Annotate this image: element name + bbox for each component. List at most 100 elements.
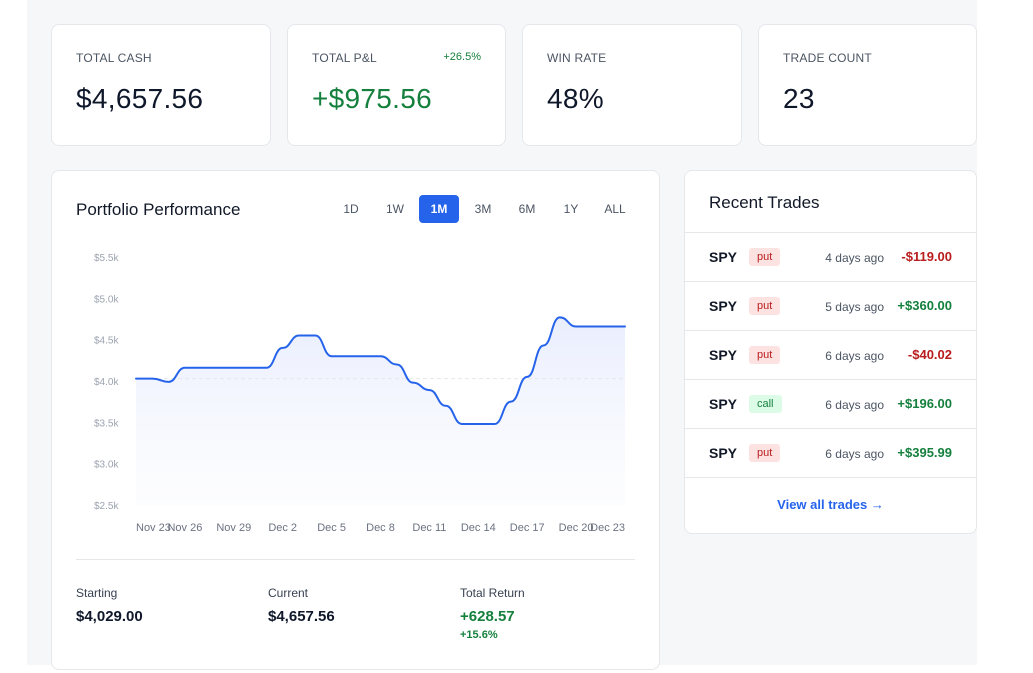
x-tick-label: Nov 26 [167, 522, 202, 534]
x-tick-label: Dec 14 [461, 522, 496, 534]
chart-point [379, 354, 383, 358]
chart-point [346, 354, 350, 358]
trade-amount: +$360.00 [897, 298, 952, 313]
chart-point [150, 377, 154, 381]
portfolio-chart: $5.5k $5.0k $4.5k $4.0k $3.5k $3.0k $2.5k Nov … [94, 253, 627, 534]
trade-row[interactable]: SPY put 4 days ago -$119.00 [685, 233, 976, 282]
x-tick-label: Dec 8 [366, 522, 395, 534]
trade-row[interactable]: SPY put 5 days ago +$360.00 [685, 282, 976, 331]
stat-value: 23 [783, 83, 815, 114]
recent-trades-title: Recent Trades [709, 193, 820, 212]
y-tick-label: $5.0k [94, 294, 119, 305]
chart-point [134, 377, 138, 381]
chart-point [232, 366, 236, 370]
stat-card-trade-count: TRADE COUNT 23 [758, 24, 977, 146]
chart-point [183, 366, 187, 370]
trade-amount: +$395.99 [897, 445, 952, 460]
chart-series-line [135, 316, 626, 425]
x-tick-label: Nov 23 [136, 522, 171, 534]
trade-amount: +$196.00 [897, 396, 952, 411]
trade-time: 6 days ago [825, 349, 884, 363]
range-tab-1y[interactable]: 1Y [563, 202, 579, 216]
chart-point [264, 366, 268, 370]
stat-card-win-rate: WIN RATE 48% [522, 24, 742, 146]
trades-list: SPY put 4 days ago -$119.00 SPY put 5 da… [685, 232, 976, 478]
starting-label: Starting [76, 586, 118, 600]
chart-point [313, 334, 317, 338]
chart-point [623, 324, 627, 328]
chart-point [362, 354, 366, 358]
trade-symbol: SPY [709, 298, 738, 314]
x-tick-label: Dec 2 [268, 522, 297, 534]
chart-point [558, 315, 562, 319]
y-axis: $5.5k $5.0k $4.5k $4.0k $3.5k $3.0k $2.5k [94, 253, 119, 512]
trade-row[interactable]: SPY call 6 days ago +$196.00 [685, 380, 976, 429]
chart-point [395, 362, 399, 366]
chart-point [248, 366, 252, 370]
trade-amount: -$40.02 [907, 347, 952, 362]
chart-point [574, 324, 578, 328]
trade-amount: -$119.00 [901, 249, 952, 264]
x-tick-label: Nov 29 [216, 522, 251, 534]
range-tab-1d[interactable]: 1D [343, 202, 359, 216]
current-label: Current [268, 586, 309, 600]
total-return-value: +628.57 [460, 608, 515, 625]
x-tick-label: Dec 17 [510, 522, 545, 534]
stat-value: 48% [547, 83, 604, 114]
trade-symbol: SPY [709, 396, 738, 412]
chart-point [525, 375, 529, 379]
x-tick-label: Dec 20 [559, 522, 594, 534]
chart-point [281, 346, 285, 350]
range-tabs: 1D 1W 1M 3M 6M 1Y ALL [331, 195, 635, 223]
stat-label: WIN RATE [547, 51, 607, 65]
stat-label: TRADE COUNT [783, 51, 872, 65]
x-tick-label: Dec 5 [317, 522, 346, 534]
trade-row[interactable]: SPY put 6 days ago +$395.99 [685, 429, 976, 478]
chart-point [297, 334, 301, 338]
stat-value: $4,657.56 [76, 83, 204, 114]
performance-title: Portfolio Performance [76, 200, 241, 219]
range-tab-1m[interactable]: 1M [419, 195, 459, 223]
chart-point [330, 354, 334, 358]
y-tick-label: $4.5k [94, 336, 119, 347]
chart-area-fill [136, 317, 625, 505]
range-tab-all[interactable]: ALL [604, 202, 626, 216]
y-tick-label: $5.5k [94, 253, 119, 264]
stat-value: +$975.56 [312, 83, 432, 114]
trade-time: 4 days ago [825, 251, 884, 265]
x-tick-label: Dec 23 [590, 522, 625, 534]
current-value: $4,657.56 [268, 608, 335, 625]
chart-point [427, 388, 431, 392]
chart-point [509, 400, 513, 404]
range-tab-1w[interactable]: 1W [386, 202, 404, 216]
chart-point [590, 324, 594, 328]
recent-trades-card: Recent Trades SPY put 4 days ago -$119.0… [684, 170, 977, 534]
trade-symbol: SPY [709, 347, 738, 363]
chart-point [607, 324, 611, 328]
trade-type-badge: put [749, 248, 781, 266]
stat-label: TOTAL CASH [76, 51, 152, 65]
chart-point [493, 422, 497, 426]
chart-point [542, 343, 546, 347]
pnl-percent-badge: +26.5% [443, 51, 481, 63]
chart-point [476, 422, 480, 426]
starting-value: $4,029.00 [76, 608, 143, 625]
y-tick-label: $2.5k [94, 501, 119, 512]
total-return-percent: +15.6% [460, 629, 498, 641]
trade-time: 5 days ago [825, 300, 884, 314]
range-tab-6m[interactable]: 6M [518, 202, 536, 216]
trade-type-badge: put [749, 297, 781, 315]
chart-point [444, 404, 448, 408]
trade-row[interactable]: SPY put 6 days ago -$40.02 [685, 331, 976, 380]
y-tick-label: $3.5k [94, 418, 119, 429]
total-return-label: Total Return [460, 586, 525, 600]
trade-time: 6 days ago [825, 447, 884, 461]
view-all-trades-link[interactable]: View all trades → [777, 497, 884, 512]
dashboard-canvas: TOTAL CASH $4,657.56 TOTAL P&L +26.5% +$… [27, 0, 977, 670]
range-tab-3m[interactable]: 3M [474, 202, 492, 216]
x-tick-label: Dec 11 [412, 522, 446, 534]
trade-type-badge: put [749, 346, 781, 364]
stat-card-total-cash: TOTAL CASH $4,657.56 [51, 24, 271, 146]
trade-type-badge: put [749, 444, 781, 462]
